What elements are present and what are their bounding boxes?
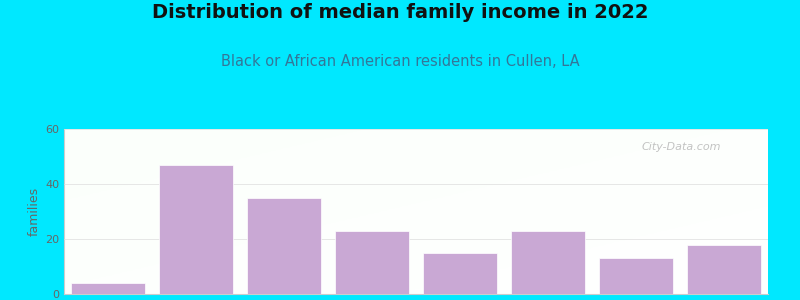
Bar xyxy=(70,283,146,294)
Bar xyxy=(598,258,674,294)
Bar xyxy=(510,231,586,294)
Bar xyxy=(246,198,322,294)
Y-axis label: families: families xyxy=(28,187,41,236)
Bar xyxy=(422,253,498,294)
Text: City-Data.com: City-Data.com xyxy=(642,142,721,152)
Text: Distribution of median family income in 2022: Distribution of median family income in … xyxy=(152,3,648,22)
Bar xyxy=(686,244,762,294)
Bar xyxy=(158,165,234,294)
Text: Black or African American residents in Cullen, LA: Black or African American residents in C… xyxy=(221,54,579,69)
Bar xyxy=(334,231,410,294)
